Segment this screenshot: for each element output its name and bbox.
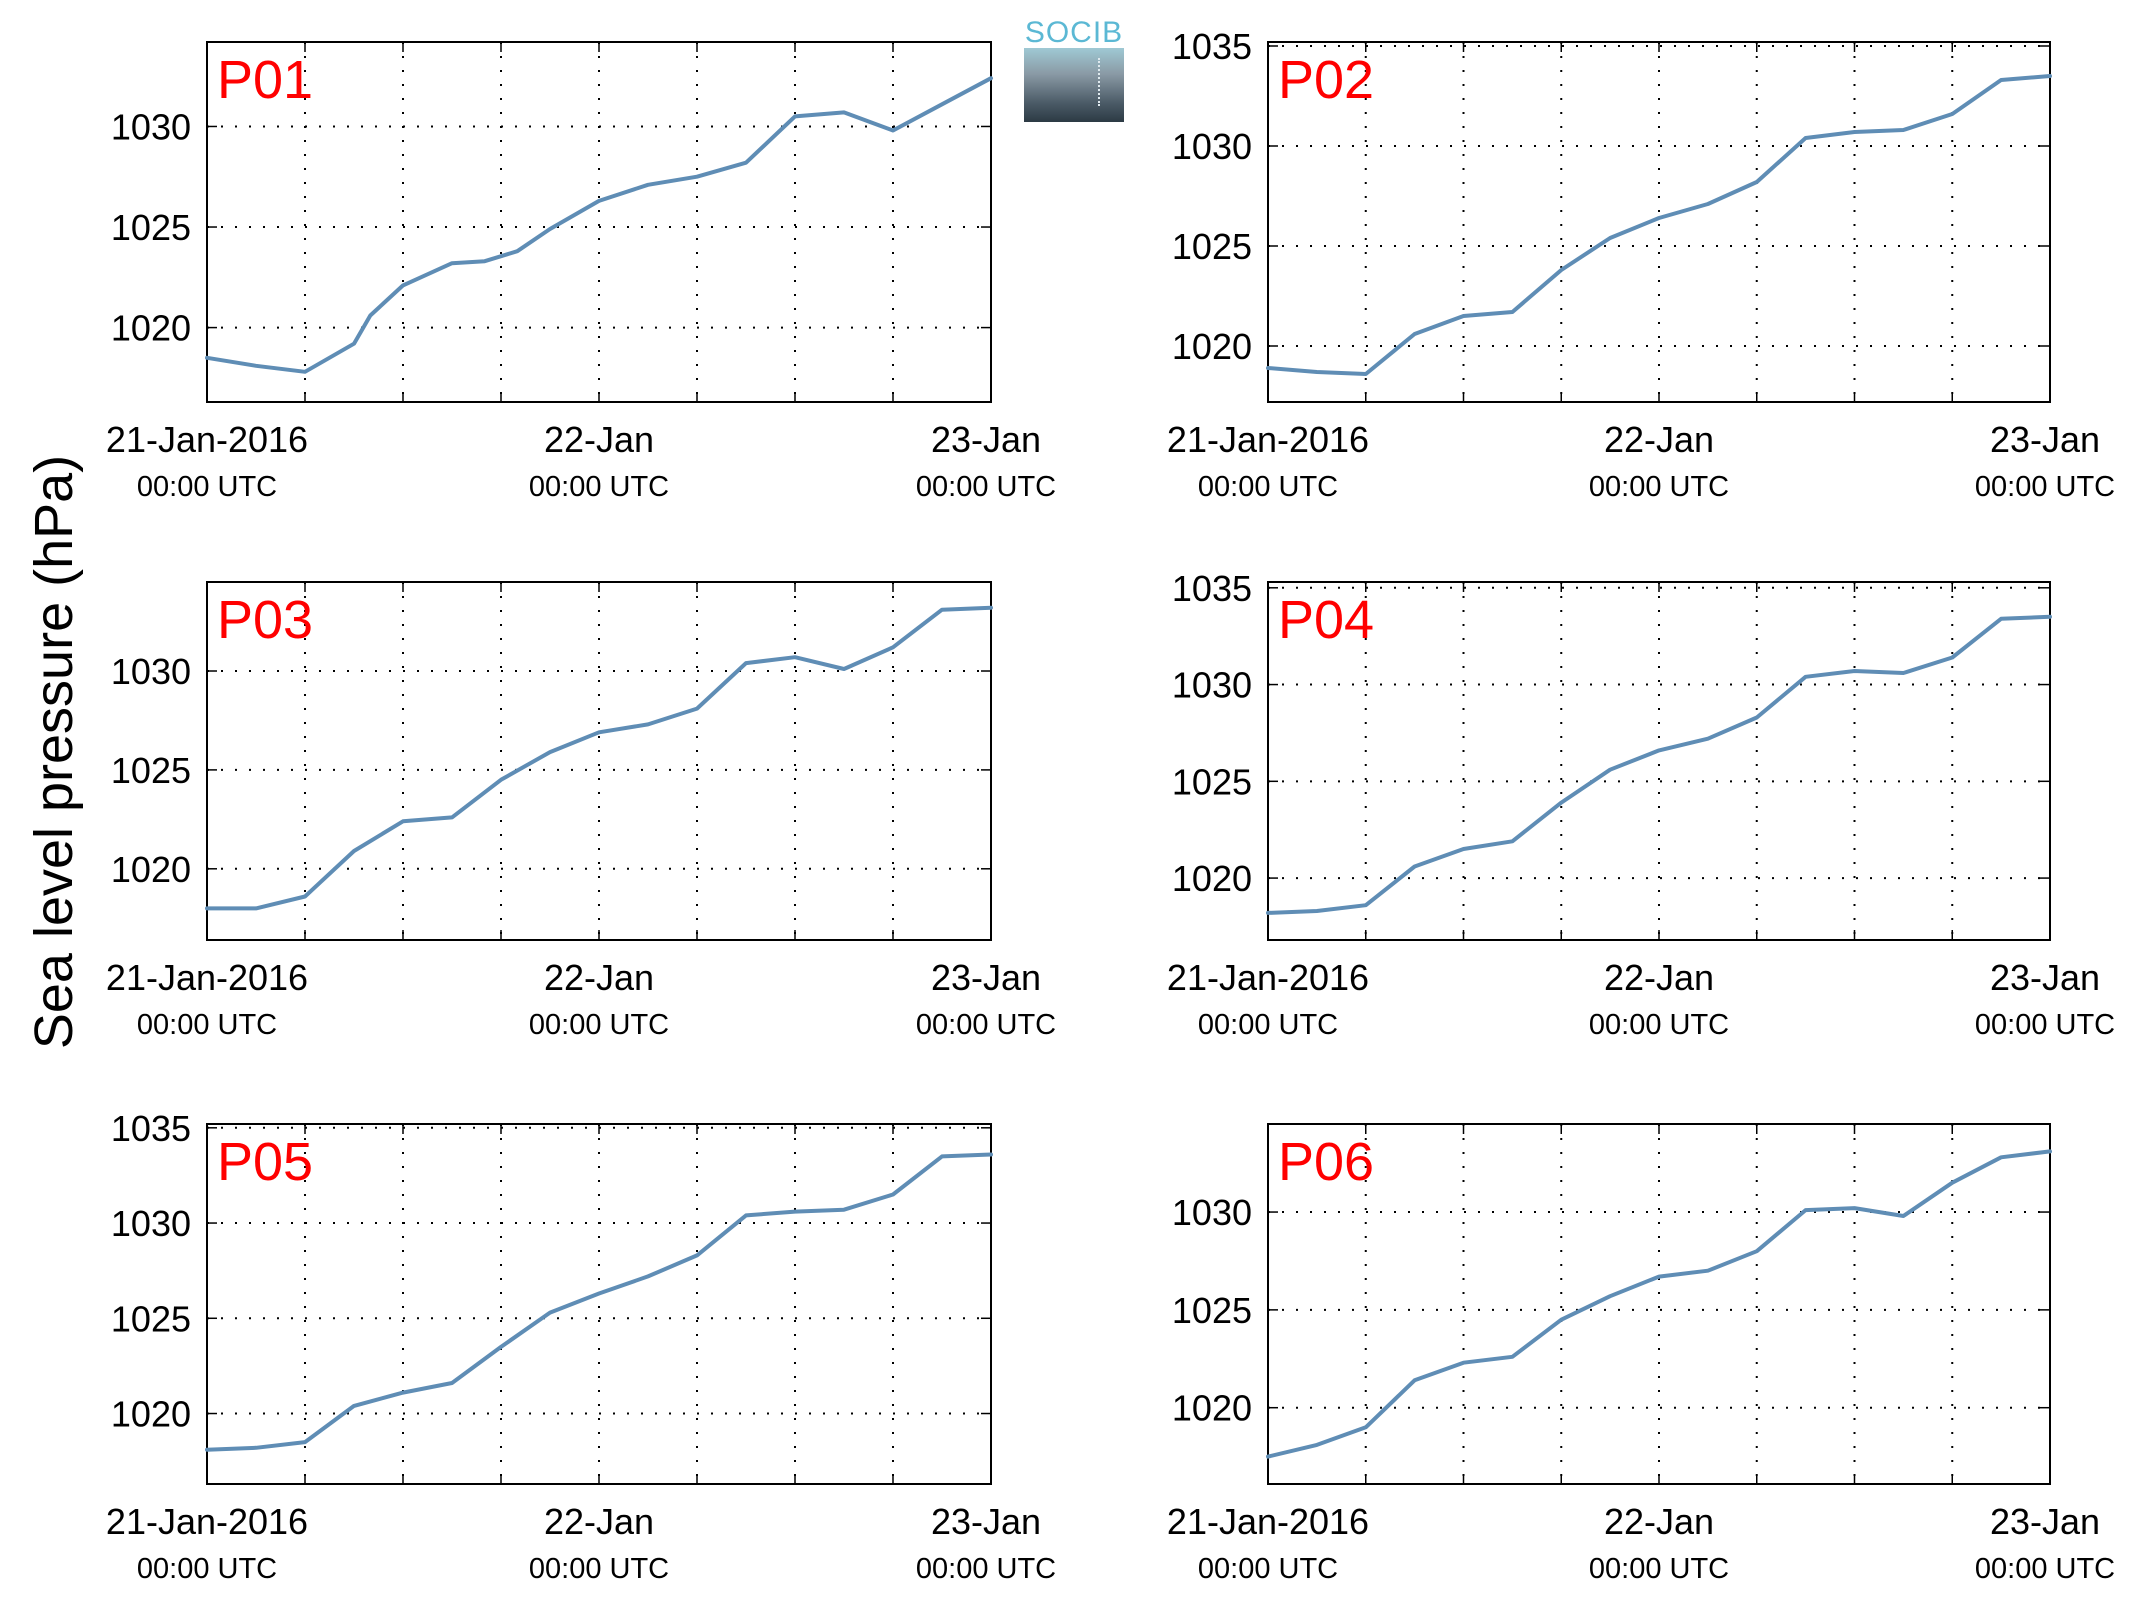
y-tick-label: 1025 bbox=[111, 750, 191, 791]
panel-p05: 1020 1025 1030 1035 P05 21-Jan-2016 00:00 UTC 2… bbox=[106, 1108, 1056, 1585]
panel-label: P04 bbox=[1278, 590, 1374, 650]
x-tick-label-time: 00:00 UTC bbox=[1975, 471, 2115, 503]
y-tick-label: 1025 bbox=[1172, 226, 1252, 267]
x-tick-label-date: 21-Jan-2016 bbox=[106, 957, 308, 998]
panel-p04: 1020 1025 1030 1035 P04 21-Jan-2016 00:00 UTC 2… bbox=[1167, 568, 2115, 1041]
y-tick-label: 1020 bbox=[1172, 858, 1252, 899]
x-tick-label-time: 00:00 UTC bbox=[137, 1009, 277, 1041]
socib-logo: SOCIB bbox=[1024, 18, 1124, 122]
panel-label: P02 bbox=[1278, 50, 1374, 110]
x-tick-label-time: 00:00 UTC bbox=[1198, 1009, 1338, 1041]
y-tick-label: 1030 bbox=[1172, 1192, 1252, 1233]
x-tick-label-time: 00:00 UTC bbox=[529, 1009, 669, 1041]
y-tick-label: 1020 bbox=[111, 308, 191, 349]
y-tick-label: 1020 bbox=[1172, 326, 1252, 367]
pressure-series-line bbox=[205, 1152, 993, 1452]
panel-label: P05 bbox=[217, 1132, 313, 1192]
x-tick-label-time: 00:00 UTC bbox=[137, 1553, 277, 1585]
x-tick-label-date: 22-Jan bbox=[1604, 957, 1714, 998]
axes-frame bbox=[1267, 1123, 2051, 1485]
x-tick-label-date: 21-Jan-2016 bbox=[106, 419, 308, 460]
x-tick-label-date: 23-Jan bbox=[931, 419, 1041, 460]
x-tick-label-date: 23-Jan bbox=[1990, 957, 2100, 998]
x-tick-label-time: 00:00 UTC bbox=[1589, 471, 1729, 503]
y-tick-label: 1030 bbox=[1172, 665, 1252, 706]
pressure-series-line bbox=[1266, 74, 2052, 376]
y-tick-label: 1020 bbox=[1172, 1388, 1252, 1429]
axes-frame bbox=[206, 41, 992, 403]
pressure-series-line bbox=[1266, 614, 2052, 915]
x-tick-label-time: 00:00 UTC bbox=[1198, 1553, 1338, 1585]
x-tick-label-date: 22-Jan bbox=[1604, 419, 1714, 460]
axes-frame bbox=[206, 1123, 992, 1485]
x-tick-label-date: 22-Jan bbox=[544, 419, 654, 460]
x-tick-label-time: 00:00 UTC bbox=[916, 471, 1056, 503]
x-tick-label-time: 00:00 UTC bbox=[1975, 1553, 2115, 1585]
x-tick-label-date: 22-Jan bbox=[544, 957, 654, 998]
y-tick-label: 1025 bbox=[1172, 1290, 1252, 1331]
panel-label: P01 bbox=[217, 50, 313, 110]
x-tick-label-date: 21-Jan-2016 bbox=[1167, 957, 1369, 998]
x-tick-label-date: 23-Jan bbox=[1990, 1501, 2100, 1542]
x-tick-label-date: 22-Jan bbox=[544, 1501, 654, 1542]
pressure-series-line bbox=[205, 76, 993, 374]
panel-p02: 1020 1025 1030 1035 P02 21-Jan-2016 00:00 UTC 2… bbox=[1167, 26, 2115, 503]
pressure-series-line bbox=[205, 605, 993, 911]
x-tick-label-time: 00:00 UTC bbox=[1589, 1009, 1729, 1041]
panel-p01: 1020 1025 1030 P01 21-Jan-2016 00:00 UTC 22-Ja… bbox=[106, 41, 1056, 503]
x-tick-label-date: 23-Jan bbox=[931, 1501, 1041, 1542]
y-tick-label: 1035 bbox=[1172, 568, 1252, 609]
y-tick-label: 1025 bbox=[111, 207, 191, 248]
y-tick-label: 1025 bbox=[111, 1298, 191, 1339]
panel-label: P03 bbox=[217, 590, 313, 650]
y-tick-label: 1020 bbox=[111, 849, 191, 890]
y-tick-label: 1030 bbox=[1172, 126, 1252, 167]
x-tick-label-time: 00:00 UTC bbox=[137, 471, 277, 503]
panel-label: P06 bbox=[1278, 1132, 1374, 1192]
axes-frame bbox=[206, 581, 992, 941]
logo-text: SOCIB bbox=[1024, 16, 1124, 49]
pressure-series-line bbox=[1266, 1149, 2052, 1459]
y-tick-label: 1035 bbox=[1172, 26, 1252, 67]
panel-p03: 1020 1025 1030 P03 21-Jan-2016 00:00 UTC 22-Ja… bbox=[106, 581, 1056, 1041]
y-tick-label: 1030 bbox=[111, 106, 191, 147]
x-tick-label-date: 21-Jan-2016 bbox=[106, 1501, 308, 1542]
y-tick-label: 1025 bbox=[1172, 761, 1252, 802]
y-tick-label: 1035 bbox=[111, 1108, 191, 1149]
panel-p06: 1020 1025 1030 P06 21-Jan-2016 00:00 UTC 22-Ja… bbox=[1167, 1123, 2115, 1585]
x-tick-label-date: 23-Jan bbox=[931, 957, 1041, 998]
panels: 1020 1025 1030 P01 21-Jan-2016 00:00 UTC 22-Ja… bbox=[106, 26, 2115, 1585]
axes-frame bbox=[1267, 41, 2051, 403]
y-axis-label: Sea level pressure (hPa) bbox=[24, 455, 84, 1049]
x-tick-label-time: 00:00 UTC bbox=[1975, 1009, 2115, 1041]
x-tick-label-time: 00:00 UTC bbox=[916, 1553, 1056, 1585]
y-tick-label: 1030 bbox=[111, 651, 191, 692]
x-tick-label-time: 00:00 UTC bbox=[1589, 1553, 1729, 1585]
x-tick-label-date: 23-Jan bbox=[1990, 419, 2100, 460]
x-tick-label-time: 00:00 UTC bbox=[529, 1553, 669, 1585]
logo-dots bbox=[1098, 58, 1100, 106]
axes-frame bbox=[1267, 581, 2051, 941]
x-tick-label-time: 00:00 UTC bbox=[1198, 471, 1338, 503]
y-tick-label: 1020 bbox=[111, 1394, 191, 1435]
x-tick-label-time: 00:00 UTC bbox=[529, 471, 669, 503]
x-tick-label-date: 21-Jan-2016 bbox=[1167, 419, 1369, 460]
x-tick-label-date: 21-Jan-2016 bbox=[1167, 1501, 1369, 1542]
x-tick-label-date: 22-Jan bbox=[1604, 1501, 1714, 1542]
x-tick-label-time: 00:00 UTC bbox=[916, 1009, 1056, 1041]
logo-image bbox=[1024, 48, 1124, 122]
y-tick-label: 1030 bbox=[111, 1203, 191, 1244]
